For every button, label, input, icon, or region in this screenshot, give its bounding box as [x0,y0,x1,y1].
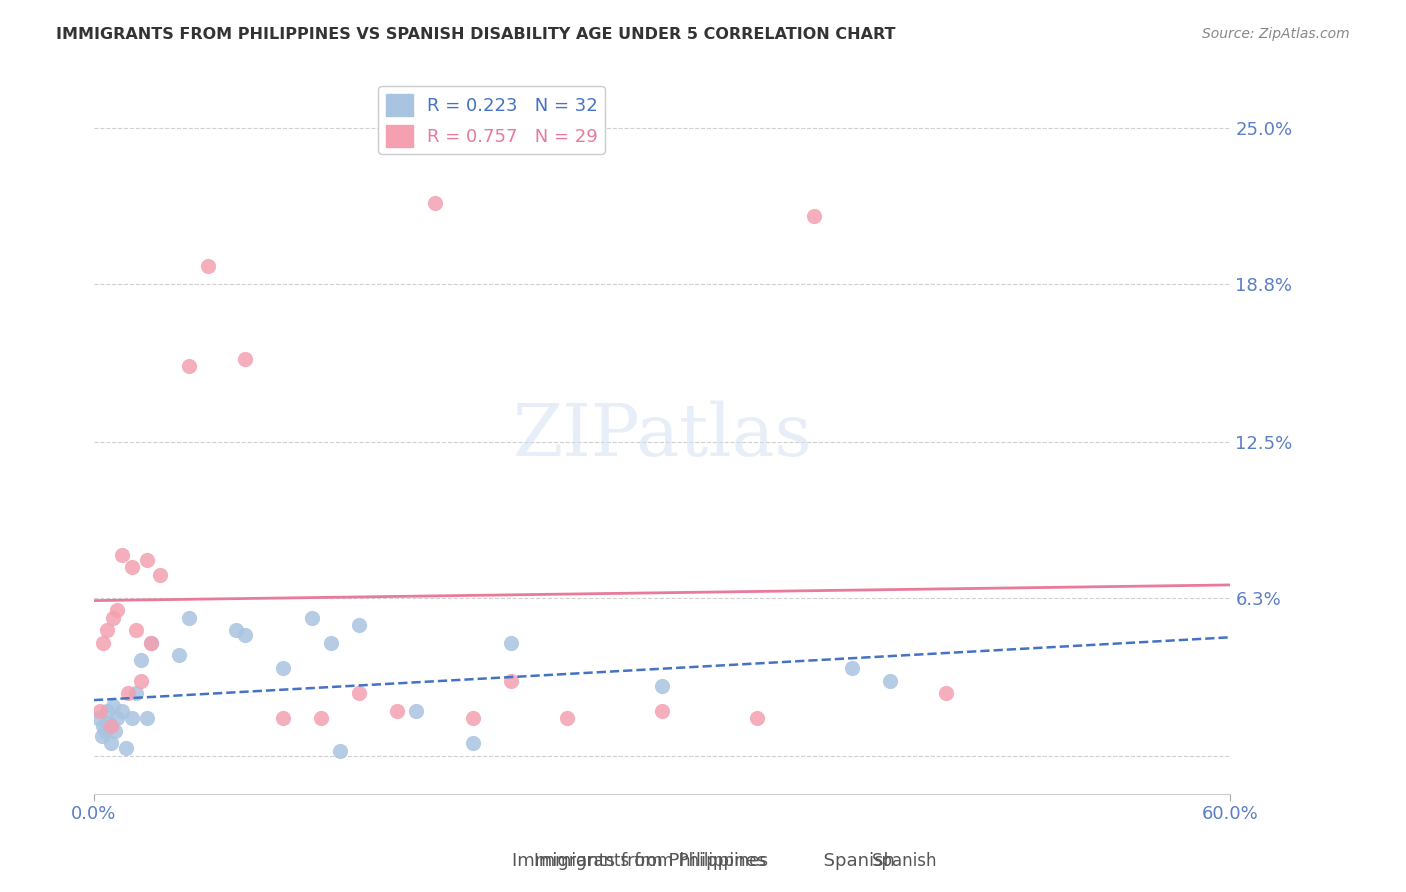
Text: Source: ZipAtlas.com: Source: ZipAtlas.com [1202,27,1350,41]
Text: IMMIGRANTS FROM PHILIPPINES VS SPANISH DISABILITY AGE UNDER 5 CORRELATION CHART: IMMIGRANTS FROM PHILIPPINES VS SPANISH D… [56,27,896,42]
Point [803,209,825,223]
Point [121,560,143,574]
Point [149,568,172,582]
Point [94,723,117,738]
Point [117,686,139,700]
Point [101,611,124,625]
Point [129,653,152,667]
Point [197,259,219,273]
Point [136,711,159,725]
Text: Immigrants from Philippines          Spanish: Immigrants from Philippines Spanish [512,852,894,870]
Text: Spanish: Spanish [872,852,938,870]
Point [225,624,247,638]
Point [273,711,295,725]
Point [98,716,121,731]
Point [93,636,115,650]
Point [499,636,522,650]
Point [557,711,579,725]
Point [273,661,295,675]
Point [461,736,484,750]
Point [177,611,200,625]
Point [93,719,115,733]
Point [651,679,673,693]
Point [104,723,127,738]
Point [235,351,257,366]
Point [745,711,768,725]
Point [124,686,146,700]
Point [100,719,122,733]
Point [139,636,162,650]
Point [167,648,190,663]
Point [309,711,332,725]
Point [499,673,522,688]
Point [423,196,446,211]
Point [86,711,108,725]
Point [651,704,673,718]
Point [96,624,118,638]
Point [177,359,200,374]
Point [124,624,146,638]
Point [100,736,122,750]
Point [301,611,323,625]
Point [329,744,352,758]
Point [347,618,370,632]
Point [235,628,257,642]
Point [841,661,863,675]
Point [105,711,128,725]
Point [89,704,111,718]
Text: ZIPatlas: ZIPatlas [512,401,813,471]
Point [347,686,370,700]
Point [935,686,957,700]
Point [105,603,128,617]
Point [405,704,427,718]
Point [139,636,162,650]
Point [385,704,408,718]
Point [90,729,112,743]
Point [136,553,159,567]
Text: Immigrants from Philippines: Immigrants from Philippines [534,852,769,870]
Point [96,704,118,718]
Point [461,711,484,725]
Point [115,741,138,756]
Point [129,673,152,688]
Point [111,548,134,562]
Point [101,698,124,713]
Point [879,673,901,688]
Point [319,636,342,650]
Legend: R = 0.223   N = 32, R = 0.757   N = 29: R = 0.223 N = 32, R = 0.757 N = 29 [378,87,605,154]
Point [111,704,134,718]
Point [121,711,143,725]
